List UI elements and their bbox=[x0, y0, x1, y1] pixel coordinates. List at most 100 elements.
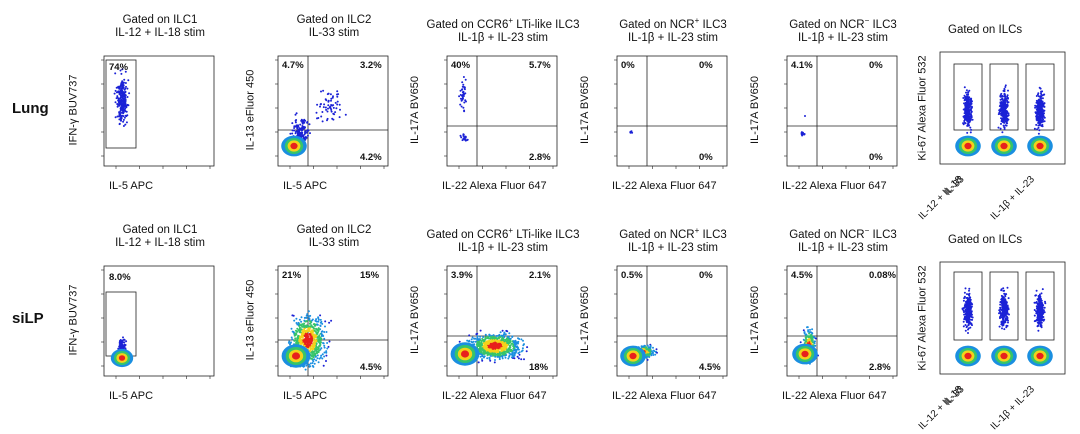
plot-frame bbox=[616, 55, 728, 167]
event-dot bbox=[309, 349, 312, 351]
event-dot bbox=[999, 303, 1002, 306]
event-dot bbox=[478, 342, 480, 345]
event-dot bbox=[526, 346, 529, 349]
event-dot bbox=[464, 138, 467, 141]
event-dot bbox=[1004, 86, 1007, 88]
quad-ncrpos-lr-silp: 4.5% bbox=[699, 362, 721, 373]
event-dot bbox=[461, 81, 464, 84]
event-dot bbox=[495, 342, 498, 345]
event-dot bbox=[640, 345, 643, 348]
event-dot bbox=[320, 330, 323, 333]
event-dot bbox=[322, 106, 325, 109]
event-dot bbox=[318, 344, 321, 347]
event-dot bbox=[320, 347, 323, 350]
event-dot bbox=[1041, 288, 1044, 291]
event-dot bbox=[803, 332, 806, 335]
event-dot bbox=[490, 355, 492, 357]
event-dot bbox=[967, 123, 969, 125]
event-dot bbox=[501, 357, 504, 360]
event-dot bbox=[502, 346, 505, 349]
event-dot bbox=[498, 340, 501, 343]
event-dot bbox=[809, 328, 811, 331]
quad-ilc1-lung: 74% bbox=[109, 62, 129, 73]
event-dot bbox=[488, 341, 491, 344]
event-dot bbox=[309, 330, 312, 333]
event-dot bbox=[304, 368, 307, 371]
event-dot bbox=[299, 331, 302, 334]
x-label-lti-lung: IL-22 Alexa Fluor 647 bbox=[442, 180, 547, 192]
event-dot bbox=[511, 353, 514, 356]
event-dot bbox=[1001, 131, 1004, 134]
x-label-ncrpos-lung: IL-22 Alexa Fluor 647 bbox=[612, 180, 717, 192]
title-line2: IL-1β + IL-23 stim bbox=[457, 241, 549, 254]
event-dot bbox=[121, 344, 124, 347]
event-dot bbox=[305, 314, 308, 317]
event-dot bbox=[306, 325, 309, 328]
event-dot bbox=[311, 319, 313, 322]
event-dot bbox=[124, 91, 127, 94]
plot-frame bbox=[939, 51, 1066, 165]
event-dot bbox=[1006, 94, 1009, 97]
event-dot bbox=[332, 95, 334, 98]
event-dot bbox=[305, 343, 308, 346]
event-dot bbox=[317, 350, 319, 353]
event-dot bbox=[124, 344, 127, 346]
event-dot bbox=[310, 342, 313, 345]
event-dot bbox=[295, 112, 298, 115]
event-dot bbox=[511, 354, 514, 357]
event-dot bbox=[115, 86, 118, 89]
event-dot bbox=[317, 320, 320, 323]
event-dot bbox=[461, 85, 464, 88]
event-dot bbox=[999, 110, 1002, 113]
event-dot bbox=[646, 358, 649, 361]
event-dot bbox=[1037, 118, 1040, 121]
event-dot bbox=[1039, 318, 1042, 320]
event-dot bbox=[289, 132, 292, 135]
event-dot bbox=[458, 340, 461, 343]
event-dot bbox=[323, 346, 326, 349]
event-dot bbox=[966, 119, 968, 122]
event-dot bbox=[970, 306, 973, 309]
event-dot bbox=[1001, 295, 1004, 298]
event-dot bbox=[324, 106, 327, 109]
event-dot bbox=[1000, 288, 1003, 291]
event-dot bbox=[117, 85, 120, 88]
event-dot bbox=[1039, 300, 1041, 303]
event-dot bbox=[323, 337, 326, 340]
event-dot bbox=[525, 350, 528, 353]
event-dot bbox=[316, 336, 319, 339]
event-dot bbox=[122, 120, 125, 123]
event-dot bbox=[290, 341, 292, 344]
event-dot bbox=[313, 358, 316, 361]
event-dot bbox=[482, 336, 485, 338]
plot-ncrpos-silp bbox=[614, 265, 728, 379]
quad-ncrneg-lr-silp: 2.8% bbox=[869, 362, 891, 373]
event-dot bbox=[1038, 304, 1041, 307]
event-dot bbox=[323, 355, 326, 358]
event-dot bbox=[506, 342, 509, 345]
event-dot bbox=[970, 311, 973, 314]
event-dot bbox=[1005, 117, 1007, 120]
event-dot bbox=[967, 98, 970, 101]
y-label-ncrpos-silp: IL-17A BV650 bbox=[578, 286, 591, 354]
event-dot bbox=[512, 340, 515, 343]
event-dot bbox=[1035, 294, 1037, 297]
event-dot bbox=[314, 319, 317, 322]
event-dot bbox=[1006, 105, 1009, 108]
event-dot bbox=[482, 356, 485, 359]
event-dot bbox=[481, 358, 483, 361]
event-dot bbox=[318, 357, 321, 360]
event-dot bbox=[299, 326, 301, 329]
event-dot bbox=[479, 355, 482, 358]
event-dot bbox=[312, 356, 315, 359]
event-dot bbox=[1038, 319, 1041, 322]
event-dot bbox=[464, 92, 467, 95]
title-pre: Gated on NCR bbox=[619, 18, 695, 31]
event-dot bbox=[121, 341, 124, 344]
event-dot bbox=[325, 331, 328, 333]
event-dot bbox=[1002, 289, 1005, 292]
event-dot bbox=[297, 334, 300, 337]
event-dot bbox=[499, 331, 502, 334]
event-dot bbox=[466, 138, 469, 141]
event-dot bbox=[321, 111, 324, 113]
